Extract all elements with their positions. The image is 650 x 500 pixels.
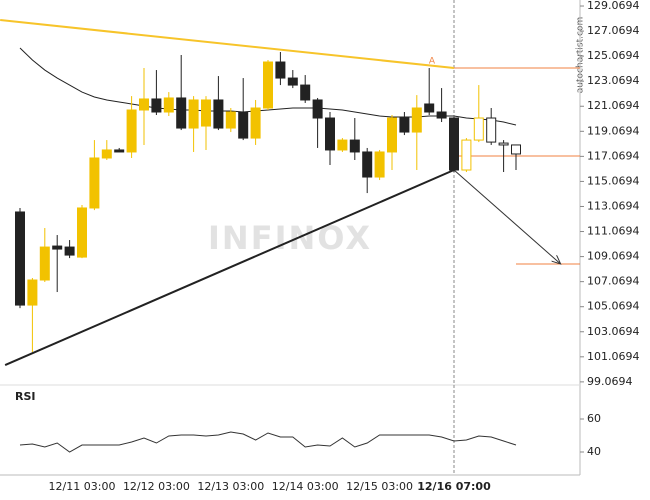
candle-body — [201, 99, 211, 127]
x-tick-label: 12/13 03:00 — [197, 480, 264, 493]
candle-body — [27, 279, 38, 306]
candle-body — [411, 107, 422, 133]
rsi-label: RSI — [15, 390, 36, 403]
y-tick-label: 123.0694 — [587, 74, 640, 87]
candle-body — [114, 149, 125, 153]
candle-body — [473, 117, 484, 141]
y-tick-label: 127.0694 — [587, 24, 640, 37]
candle-body — [225, 111, 236, 129]
candle-body — [424, 103, 435, 113]
candle-body — [275, 61, 286, 79]
rsi-tick-label: 60 — [587, 412, 601, 425]
candle-body — [511, 144, 521, 155]
trend-line — [0, 19, 455, 70]
candle-body — [374, 151, 385, 178]
candle-body — [449, 117, 459, 171]
y-tick-label: 109.0694 — [587, 250, 640, 263]
y-tick-label: 107.0694 — [587, 275, 640, 288]
candle-body — [250, 107, 261, 139]
candle-body — [300, 84, 311, 101]
y-tick-label: 117.0694 — [587, 149, 640, 162]
y-tick-label: 121.0694 — [587, 99, 640, 112]
candle-body — [349, 139, 360, 153]
y-tick-label: 103.0694 — [587, 325, 640, 338]
y-tick-label: 99.0694 — [587, 375, 633, 388]
candle-body — [77, 207, 87, 258]
trend-line — [453, 169, 561, 264]
candle-body — [52, 245, 63, 250]
candle-body — [387, 117, 397, 153]
x-tick-label: 12/11 03:00 — [49, 480, 116, 493]
y-tick-label: 105.0694 — [587, 300, 640, 313]
rsi-line — [19, 431, 517, 453]
candle-body — [89, 157, 100, 209]
candle-body — [188, 99, 199, 129]
candle-body — [498, 142, 509, 146]
candle-body — [213, 99, 224, 129]
y-tick-label: 101.0694 — [587, 350, 640, 363]
candle-body — [101, 149, 112, 159]
candle-body — [64, 246, 75, 256]
candle-body — [126, 109, 137, 153]
candle-body — [436, 111, 447, 119]
candle-body — [176, 97, 187, 129]
candle-body — [399, 117, 410, 133]
y-tick-label: 119.0694 — [587, 124, 640, 137]
candle-body — [139, 98, 149, 111]
candle-body — [312, 99, 323, 119]
x-tick-label: 12/16 07:00 — [417, 480, 491, 493]
y-tick-label: 125.0694 — [587, 49, 640, 62]
y-tick-label: 115.0694 — [587, 174, 640, 187]
trend-line — [4, 169, 455, 366]
candle-body — [151, 98, 162, 113]
y-tick-label: 111.0694 — [587, 225, 640, 238]
x-tick-label: 12/15 03:00 — [346, 480, 413, 493]
y-tick-label: 113.0694 — [587, 199, 640, 212]
x-tick-label: 12/12 03:00 — [123, 480, 190, 493]
candle-body — [461, 139, 472, 171]
candle-body — [39, 246, 50, 281]
annotation: A — [429, 57, 436, 67]
candle-body — [263, 61, 273, 109]
candle-body — [337, 139, 348, 151]
candle-body — [15, 211, 25, 306]
candle-body — [163, 97, 174, 113]
rsi-tick-label: 40 — [587, 445, 601, 458]
watermark: INFINOX — [208, 219, 372, 257]
y-tick-label: 129.0694 — [587, 0, 640, 12]
candle-body — [362, 151, 373, 178]
candle-body — [486, 117, 497, 143]
candle-body — [287, 77, 298, 86]
x-tick-label: 12/14 03:00 — [272, 480, 339, 493]
candle-body — [325, 117, 335, 151]
candle-body — [238, 111, 249, 139]
